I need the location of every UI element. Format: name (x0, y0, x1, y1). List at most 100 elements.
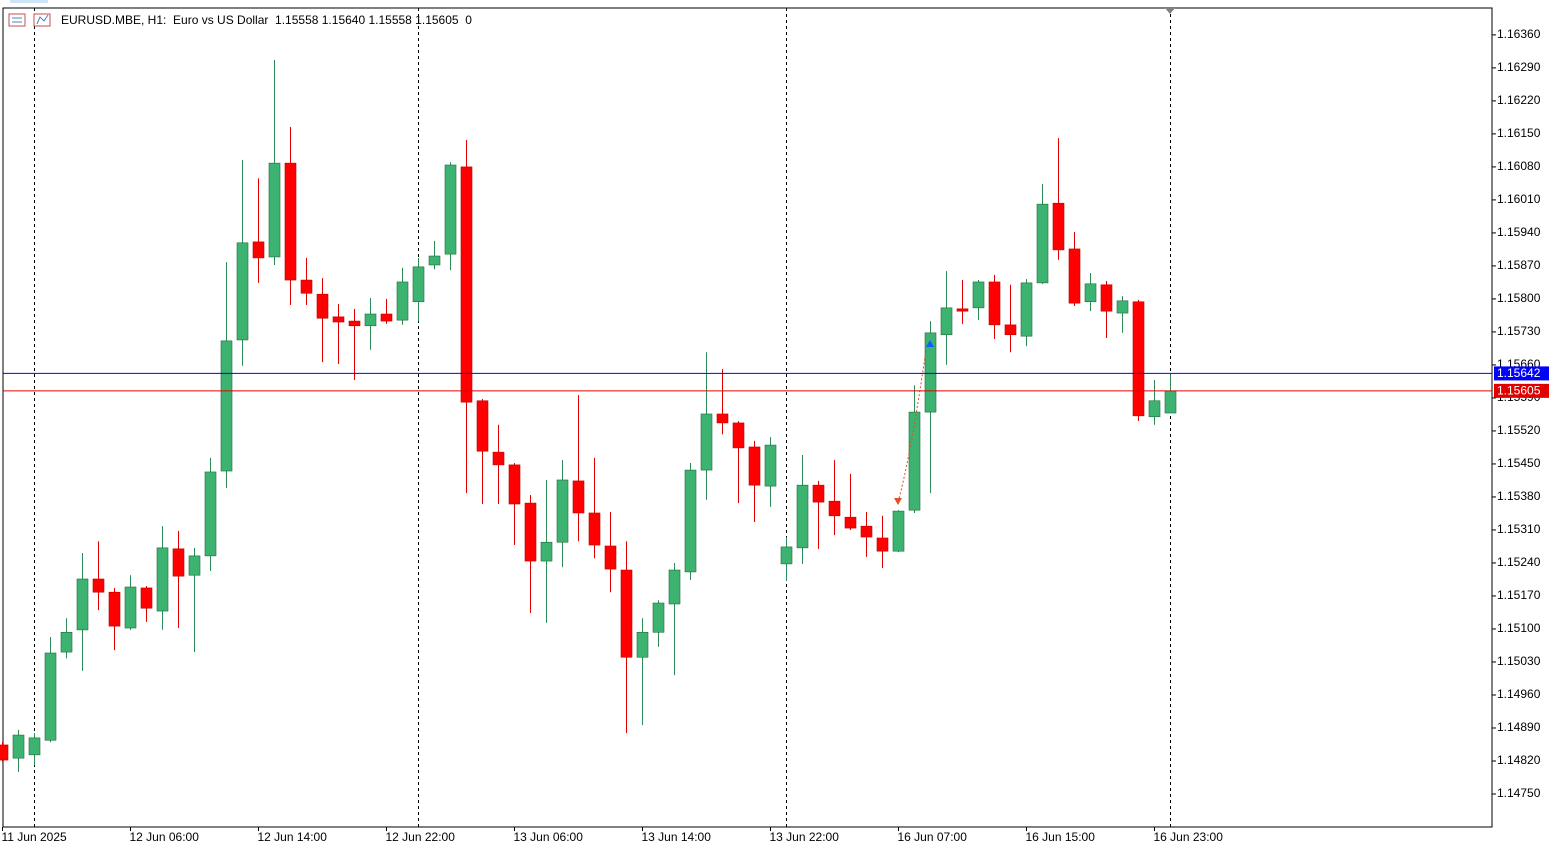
candle-body (956, 308, 969, 312)
candle-body (908, 411, 921, 511)
candle-body (204, 471, 217, 557)
y-tick-label: 1.15520 (1497, 423, 1541, 437)
candle-body (1068, 248, 1081, 304)
x-tick-label: 12 Jun 22:00 (386, 830, 456, 844)
header: EURUSD.MBE, H1: Euro vs US Dollar 1.1555… (8, 13, 472, 27)
candle-body (1116, 300, 1129, 314)
candle-body (1132, 301, 1145, 417)
y-tick-label: 1.15730 (1497, 324, 1541, 338)
candle-body (684, 469, 697, 573)
x-tick-label: 13 Jun 14:00 (642, 830, 712, 844)
candle-body (988, 281, 1001, 326)
candle-body (252, 241, 265, 259)
candle-body (268, 162, 281, 258)
candle-body (748, 446, 761, 486)
candle-body (172, 548, 185, 577)
candle-body (1052, 202, 1065, 251)
y-tick-label: 1.16360 (1497, 27, 1541, 41)
candle-body (140, 587, 153, 609)
candle-body (76, 578, 89, 631)
candle-body (572, 480, 585, 514)
candle-body (668, 569, 681, 605)
y-tick-label: 1.15240 (1497, 555, 1541, 569)
candle-body (812, 484, 825, 503)
x-tick-label: 12 Jun 14:00 (258, 830, 328, 844)
candle-body (844, 516, 857, 529)
candle-body (316, 293, 329, 319)
y-tick-label: 1.14890 (1497, 720, 1541, 734)
price-label: 1.15642 (1497, 366, 1541, 380)
candle-body (460, 166, 473, 403)
y-tick-label: 1.14820 (1497, 753, 1541, 767)
y-tick-label: 1.15030 (1497, 654, 1541, 668)
y-tick-label: 1.16290 (1497, 60, 1541, 74)
candle-body (364, 313, 377, 327)
y-tick-label: 1.15450 (1497, 456, 1541, 470)
candle-body (28, 737, 41, 756)
candle-body (876, 537, 889, 552)
candle-body (108, 591, 121, 627)
candle-body (60, 631, 73, 653)
candle-body (524, 502, 537, 562)
candle-body (636, 631, 649, 658)
candle-body (1084, 283, 1097, 303)
candle-body (124, 586, 137, 629)
candle-body (44, 652, 57, 741)
candle-body (540, 541, 553, 562)
x-tick-label: 12 Jun 06:00 (130, 830, 200, 844)
marks (0, 8, 1177, 827)
candle-body (652, 602, 665, 633)
candle-body (428, 255, 441, 266)
x-tick-label: 16 Jun 07:00 (898, 830, 968, 844)
candle-body (508, 464, 521, 505)
candle-body (284, 162, 297, 281)
candle-body (476, 400, 489, 452)
y-tick-label: 1.15800 (1497, 291, 1541, 305)
x-tick-label: 11 Jun 2025 (2, 830, 67, 844)
chart-title: EURUSD.MBE, H1: Euro vs US Dollar 1.1555… (61, 13, 472, 27)
y-tick-label: 1.16150 (1497, 126, 1541, 140)
candle-body (764, 444, 777, 487)
candle-body (1020, 282, 1033, 337)
candle-body (1100, 284, 1113, 312)
candle-body (220, 340, 233, 472)
trade-line (897, 349, 927, 503)
y-tick-label: 1.15870 (1497, 258, 1541, 272)
tab (10, 0, 48, 3)
candle-body (1164, 390, 1177, 414)
y-tick-label: 1.14750 (1497, 786, 1541, 800)
candle-body (796, 484, 809, 549)
icon (36, 14, 49, 25)
candle-body (700, 413, 713, 471)
price-label-box (1494, 383, 1549, 398)
candle-body (924, 332, 937, 413)
candle-body (716, 413, 729, 424)
price-label: 1.15605 (1497, 384, 1541, 398)
y-tick-label: 1.15940 (1497, 225, 1541, 239)
candle-body (236, 242, 249, 341)
candle-body (588, 512, 601, 546)
x-tick-label: 13 Jun 22:00 (770, 830, 840, 844)
candle-body (444, 164, 457, 255)
candle-body (332, 316, 345, 323)
x-tick-label: 16 Jun 15:00 (1026, 830, 1096, 844)
candle-body (1004, 324, 1017, 336)
y-tick-label: 1.15170 (1497, 588, 1541, 602)
candle-body (92, 578, 105, 593)
icon (8, 13, 26, 27)
candle-body (1148, 400, 1161, 418)
x-tick-label: 13 Jun 06:00 (514, 830, 584, 844)
y-tick-label: 1.15380 (1497, 489, 1541, 503)
shift-marker (1165, 8, 1175, 14)
candle-body (188, 555, 201, 576)
candle-body (892, 510, 905, 552)
candle-body (940, 307, 953, 336)
candle-body (620, 569, 633, 658)
candle-body (1036, 203, 1049, 284)
candle-body (732, 422, 745, 449)
candle-body (828, 500, 841, 517)
candle-body (860, 525, 873, 538)
candle-body (556, 479, 569, 543)
plot-frame (2, 7, 1493, 828)
